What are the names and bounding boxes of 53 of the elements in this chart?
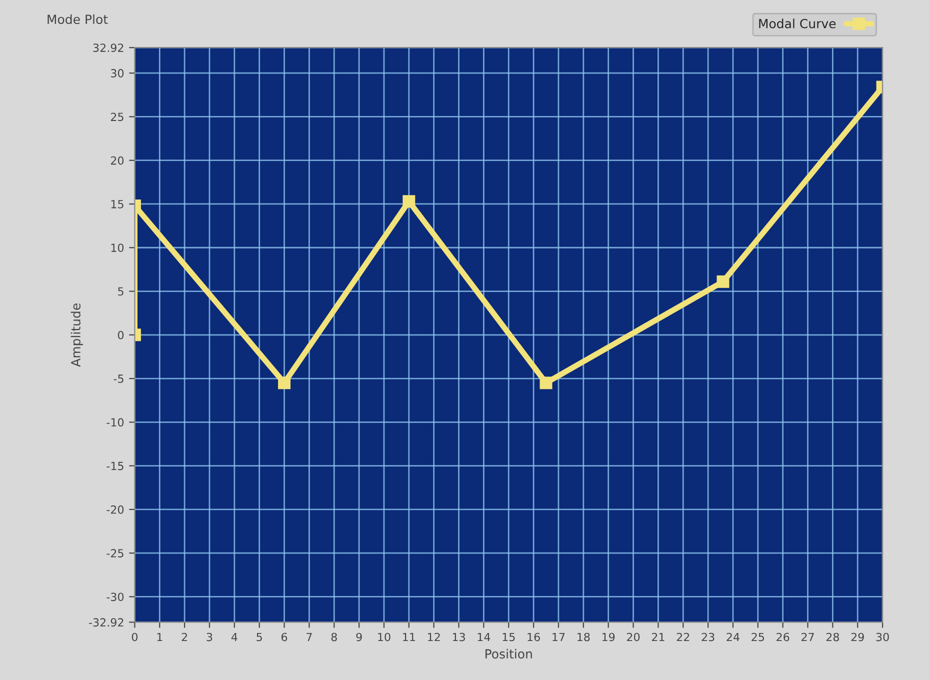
point [402, 195, 416, 208]
y-tick-label: 25 [110, 112, 124, 122]
x-tick-label: 24 [726, 632, 740, 642]
x-tick-label: 5 [256, 632, 262, 642]
y-tick-label: -30 [106, 592, 124, 602]
y-tick-label: 0 [118, 330, 124, 340]
x-tick-label: 18 [578, 632, 590, 642]
x-tick-label: 23 [702, 632, 714, 642]
x-tick-label: 14 [478, 632, 490, 642]
chart-title: Mode Plot [48, 14, 108, 24]
y-tick-label: 15 [111, 200, 124, 208]
x-tick-label: 21 [652, 632, 664, 642]
x-tick-label: 22 [676, 632, 690, 642]
x-tick-label: 2 [182, 632, 187, 642]
point [540, 376, 552, 390]
x-tick-label: 30 [876, 632, 889, 642]
x-tick-label: 3 [206, 632, 212, 642]
x-tick-label: 4 [231, 632, 238, 642]
y-tick-label: -25 [106, 549, 124, 558]
legend-label: Modal Curve [759, 18, 836, 28]
x-tick-label: 8 [331, 632, 337, 642]
y-tick-label: 10 [111, 244, 124, 252]
x-tick-label: 11 [403, 632, 415, 642]
x-tick-label: 17 [552, 632, 565, 642]
x-axis-title: Position [486, 648, 532, 659]
y-tick-label: 32.92 [93, 44, 124, 52]
y-tick-label: 20 [110, 156, 124, 165]
x-tick-label: 27 [802, 632, 814, 642]
x-tick-label: 15 [502, 632, 515, 642]
x-tick-label: 1 [157, 632, 162, 642]
x-tick-label: 20 [627, 632, 640, 642]
y-axis-title: Amplitude [70, 304, 83, 367]
y-tick-label: -5 [114, 374, 124, 383]
point [278, 376, 291, 390]
x-tick-label: 16 [528, 632, 540, 642]
y-tick-label: -20 [106, 505, 124, 514]
x-tick-label: 9 [356, 632, 362, 642]
x-tick-label: 13 [452, 632, 465, 642]
y-tick-label: -10 [106, 418, 124, 427]
y-tick-label: -32.92 [89, 618, 124, 627]
x-tick-label: 12 [428, 632, 440, 642]
x-tick-label: 10 [378, 632, 390, 642]
y-tick-label: -15 [106, 462, 124, 470]
x-tick-label: 19 [602, 632, 615, 642]
x-tick-label: 25 [752, 632, 764, 642]
x-tick-label: 0 [132, 632, 138, 642]
y-tick-label: 5 [118, 287, 124, 296]
x-tick-label: 29 [851, 632, 864, 642]
y-tick-label: 30 [110, 69, 124, 78]
x-tick-label: 28 [826, 632, 840, 642]
x-tick-label: 26 [776, 632, 790, 642]
x-tick-label: 6 [282, 632, 288, 642]
x-tick-label: 7 [306, 632, 312, 642]
